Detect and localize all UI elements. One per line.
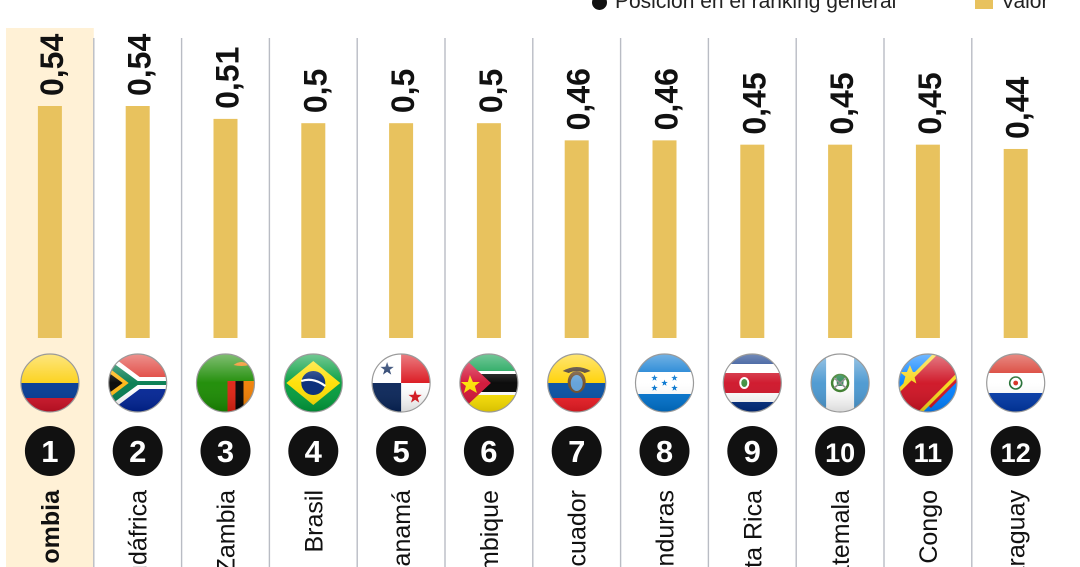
bar-rd-congo [915,144,940,338]
legend-rank: Posición en el ranking general [592,0,896,14]
rank-badge [815,426,866,476]
rank-badge [990,426,1041,476]
panama-flag [371,353,431,413]
rank-number: 12 [1001,438,1031,468]
bar-panamá [389,123,414,339]
bar-paraguay [1003,148,1028,338]
rank-number: 4 [305,434,323,469]
country-name: atemala [827,490,855,567]
country-name: Panamá [388,490,416,567]
bar-colombia [37,106,62,338]
country-name: Zambia [213,490,241,567]
value-label: 0,45 [736,72,772,134]
paraguay-flag [986,353,1046,413]
value-label: 0,5 [385,69,421,113]
rank-number: 9 [744,434,761,469]
rank-number: 7 [568,434,585,469]
rank-badge [376,426,427,476]
country-name: l Congo [915,490,943,567]
country-name: Ecuador [564,490,592,567]
bar-zambia [213,118,238,338]
value-label: 0,51 [210,47,246,109]
value-label: 0,54 [34,34,70,96]
value-label: 0,46 [561,68,597,130]
rank-badge [727,426,778,476]
value-label: 0,54 [122,34,158,96]
bar-ecuador [564,140,589,338]
country-name: ombia [37,489,65,564]
rank-badge [24,426,75,476]
rank-number: 11 [914,438,943,468]
bar-mozambique [476,123,501,339]
legend-rank-label: Posición en el ranking general [615,0,897,13]
rank-badge [112,426,163,476]
bar-honduras [652,140,677,338]
value-label: 0,45 [824,72,860,134]
value-label: 0,5 [297,69,333,113]
rank-badge [288,426,339,476]
legend-value-label: Valor [1001,0,1049,13]
costa-rica-flag [722,353,782,413]
dr-congo-flag [898,353,958,413]
guatemala-flag [810,353,870,413]
country-name: onduras [652,490,680,567]
rank-number: 1 [41,434,58,469]
legend-value-swatch [975,0,993,10]
value-label: 0,46 [649,68,685,130]
country-name: araguay [1003,490,1031,567]
rank-badge [551,426,602,476]
rank-number: 10 [825,438,855,468]
rank-number: 5 [392,434,409,469]
country-name: sta Rica [739,490,767,567]
rank-number: 6 [480,434,497,469]
rank-number: 3 [217,434,234,469]
country-name: mbique [476,490,504,567]
honduras-flag [634,353,695,413]
rank-badge [200,426,251,476]
country-name: udáfrica [125,490,153,567]
country-name: Brasil [300,490,328,553]
bar-costa-rica [740,144,765,338]
legend-value: Valor [975,0,1048,14]
legend-rank-marker [592,0,607,10]
value-label: 0,44 [1000,76,1036,138]
rank-number: 2 [129,434,146,469]
rank-number: 8 [656,434,673,469]
value-label: 0,5 [473,69,509,113]
zambia-flag [195,353,256,413]
bar-guatemala [828,144,853,338]
bar-sudáfrica [125,106,150,338]
rank-badge [902,426,953,476]
brazil-flag [283,353,343,413]
bar-brasil [301,123,326,339]
south-africa-flag [108,353,168,413]
rank-badge [639,426,690,476]
rank-badge [463,426,514,476]
mozambique-flag [459,353,519,413]
value-label: 0,45 [912,72,948,134]
ecuador-flag [547,353,607,413]
